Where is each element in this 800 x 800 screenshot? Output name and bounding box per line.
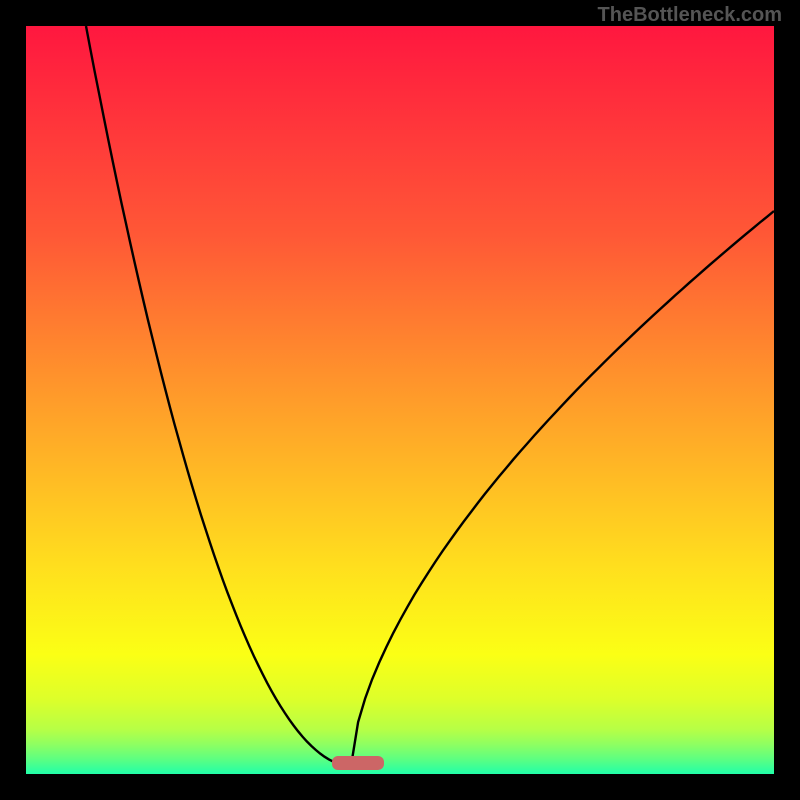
bottleneck-curve <box>26 26 774 774</box>
curve-path <box>86 26 774 766</box>
watermark-text: TheBottleneck.com <box>598 4 782 27</box>
optimal-marker <box>332 756 384 770</box>
chart-plot-area <box>26 26 774 774</box>
